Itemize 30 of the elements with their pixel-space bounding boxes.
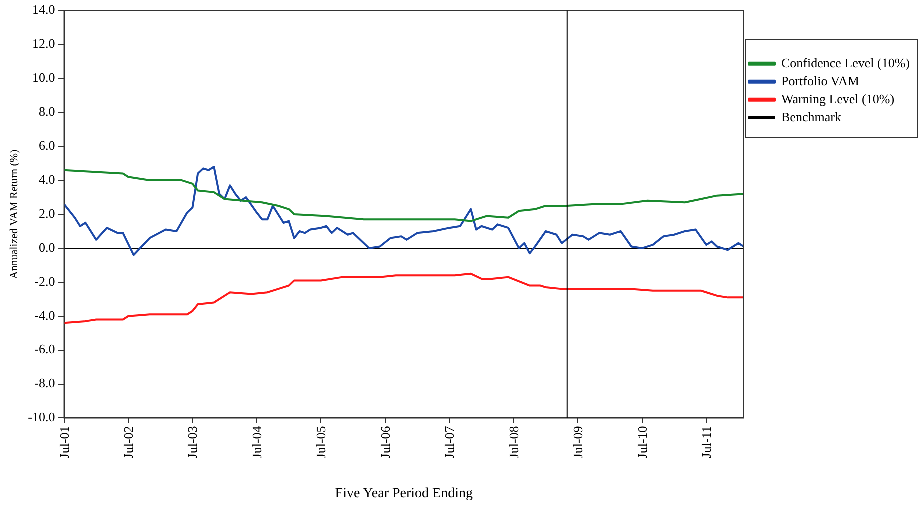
legend-label: Portfolio VAM bbox=[782, 73, 860, 88]
x-tick-label: Jul-09 bbox=[570, 426, 586, 459]
x-tick-label: Jul-10 bbox=[634, 426, 650, 459]
x-tick-label: Jul-06 bbox=[378, 426, 393, 459]
y-axis-title: Annualized VAM Return (%) bbox=[8, 149, 20, 280]
x-axis-title: Five Year Period Ending bbox=[335, 486, 473, 502]
y-tick-label: -4.0 bbox=[34, 308, 56, 323]
x-tick-label: Jul-08 bbox=[506, 426, 522, 459]
y-tick-label: -8.0 bbox=[34, 376, 56, 391]
legend-label: Confidence Level (10%) bbox=[782, 55, 910, 70]
y-tick-label: -6.0 bbox=[34, 342, 56, 357]
y-tick-label: 12.0 bbox=[32, 36, 56, 52]
y-tick-label: 0.0 bbox=[39, 240, 56, 255]
x-tick-label: Jul-02 bbox=[121, 426, 136, 459]
y-tick-label: 6.0 bbox=[39, 138, 56, 154]
x-tick-label: Jul-04 bbox=[249, 426, 264, 459]
y-tick-label: -2.0 bbox=[34, 274, 56, 289]
x-tick-label: Jul-01 bbox=[56, 426, 72, 459]
x-tick-label: Jul-11 bbox=[699, 426, 714, 458]
x-tick-label: Jul-07 bbox=[442, 426, 458, 459]
y-tick-label: 10.0 bbox=[32, 70, 56, 86]
legend-label: Benchmark bbox=[782, 109, 842, 124]
y-tick-label: 8.0 bbox=[39, 104, 56, 120]
legend-label: Warning Level (10%) bbox=[782, 91, 895, 106]
y-tick-label: 4.0 bbox=[39, 172, 56, 187]
y-tick-label: -10.0 bbox=[28, 410, 56, 425]
y-tick-label: 2.0 bbox=[39, 206, 56, 221]
y-tick-label: 14.0 bbox=[32, 2, 56, 18]
x-tick-label: Jul-05 bbox=[314, 426, 329, 459]
x-tick-label: Jul-03 bbox=[185, 426, 200, 459]
